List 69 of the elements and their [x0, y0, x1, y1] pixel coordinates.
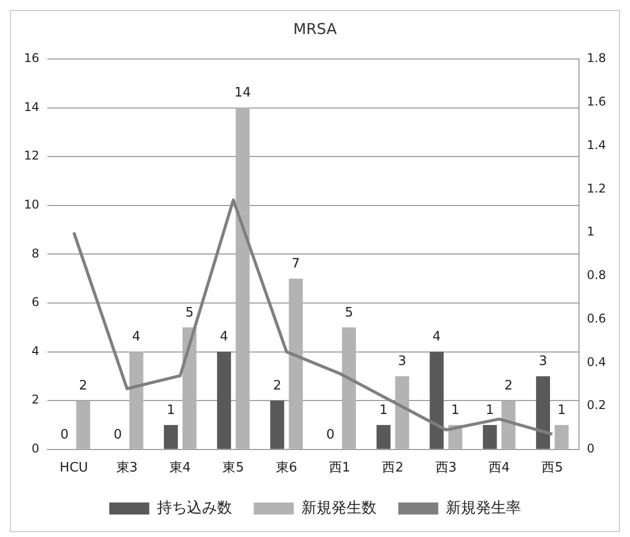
- data-label: 0: [326, 427, 335, 442]
- bar: [288, 278, 303, 449]
- data-label: 4: [432, 330, 441, 345]
- y2-tick-label: 0.4: [586, 354, 606, 369]
- x-tick-label: 東3: [116, 460, 138, 476]
- data-label: 5: [344, 305, 354, 320]
- y2-tick-label: 1.8: [586, 51, 606, 66]
- x-tick-label: 西2: [382, 460, 404, 476]
- y2-tick-label: 0.6: [586, 311, 606, 326]
- bar: [236, 108, 250, 449]
- y-tick-label: 4: [32, 344, 40, 358]
- y-tick-label: 8: [32, 246, 40, 260]
- legend-label: 新規発生率: [446, 498, 521, 516]
- bar: [482, 425, 497, 449]
- x-tick-label: 東4: [170, 460, 191, 476]
- bar: [554, 425, 569, 449]
- y2-tick-label: 0: [586, 442, 595, 456]
- data-label: 1: [451, 402, 460, 418]
- data-label: 4: [132, 330, 140, 345]
- y2-tick-label: 1.2: [586, 181, 606, 196]
- legend-label: 新規発生数: [301, 498, 376, 516]
- bar: [270, 400, 284, 449]
- data-label: 4: [220, 330, 228, 345]
- bar: [76, 400, 90, 449]
- x-tick-label: 西4: [488, 460, 510, 476]
- bar: [164, 425, 178, 449]
- bar: [129, 352, 144, 449]
- y-tick-label: 12: [24, 148, 40, 163]
- chart-title: MRSA: [293, 20, 338, 38]
- x-tick-label: 東5: [222, 460, 244, 476]
- data-label: 1: [486, 402, 494, 418]
- data-label: 2: [504, 378, 513, 394]
- y2-tick-label: 1.6: [586, 94, 606, 109]
- bar: [182, 327, 196, 449]
- x-tick-label: 西5: [542, 460, 563, 476]
- data-label: 1: [557, 402, 566, 418]
- bar: [376, 425, 391, 449]
- y-tick-label: 10: [24, 198, 40, 212]
- bar: [501, 400, 516, 449]
- y-tick-label: 0: [32, 442, 40, 456]
- data-label: 3: [398, 354, 406, 370]
- y-tick-label: 16: [24, 51, 40, 66]
- y2-tick-label: 0.2: [586, 398, 606, 412]
- data-label: 14: [234, 86, 251, 101]
- data-label: 0: [60, 427, 69, 442]
- y2-tick-label: 1: [586, 224, 595, 239]
- bar: [536, 376, 550, 449]
- bar: [395, 376, 410, 449]
- data-label: 1: [166, 402, 176, 418]
- y-tick-label: 2: [32, 392, 40, 407]
- x-tick-label: HCU: [60, 460, 88, 476]
- data-label: 3: [538, 354, 548, 370]
- legend-label: 持ち込み数: [156, 498, 232, 516]
- data-label: 5: [185, 305, 194, 320]
- data-label: 7: [292, 256, 300, 272]
- bar: [342, 327, 356, 449]
- x-tick-label: 東6: [276, 460, 298, 476]
- y2-tick-label: 0.8: [586, 268, 606, 282]
- data-label: 0: [114, 427, 122, 442]
- bar: [217, 352, 232, 449]
- y-tick-label: 14: [24, 100, 40, 114]
- data-label: 1: [379, 402, 388, 418]
- y2-tick-label: 1.4: [586, 138, 606, 152]
- data-label: 2: [79, 378, 88, 394]
- x-tick-label: 西1: [329, 460, 350, 476]
- x-tick-label: 西3: [435, 460, 457, 476]
- y-tick-label: 6: [32, 295, 40, 310]
- data-label: 2: [273, 378, 282, 394]
- bar: [430, 352, 444, 449]
